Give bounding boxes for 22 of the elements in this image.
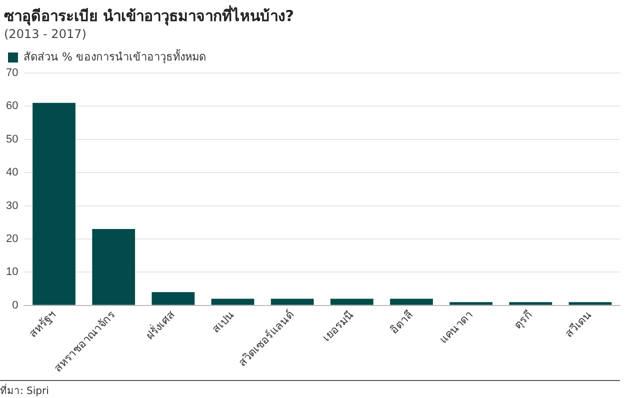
bar: [152, 292, 195, 305]
bar: [330, 298, 374, 305]
bar: [92, 229, 136, 305]
y-tick-label: 70: [6, 67, 18, 80]
y-tick-label: 40: [6, 166, 18, 179]
bar: [32, 102, 76, 305]
y-tick-label: 60: [6, 100, 18, 112]
chart-title: ซาอุดีอาระเบีย นำเข้าอาวุธมาจากที่ไหนบ้าง?: [4, 4, 294, 28]
y-tick-label: 20: [6, 233, 18, 246]
chart-subtitle: (2013 - 2017): [4, 27, 86, 41]
bar: [450, 302, 493, 305]
y-tick-label: 30: [6, 200, 18, 212]
bar: [270, 298, 314, 305]
y-tick-label: 50: [6, 133, 18, 146]
legend-label: สัดส่วน % ของการนำเข้าอาวุธทั้งหมด: [24, 48, 206, 64]
bar: [509, 302, 552, 305]
bar: [568, 302, 612, 305]
text: ที่มา: Sipri: [0, 380, 620, 398]
y-tick-label: 0: [12, 299, 18, 312]
y-tick-label: 10: [6, 266, 18, 278]
bar: [211, 298, 254, 305]
bar: [390, 298, 433, 305]
